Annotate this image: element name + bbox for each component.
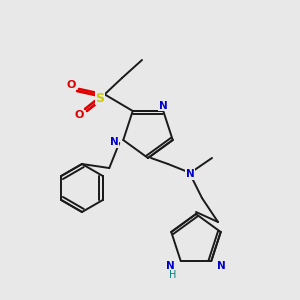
Text: O: O [74,110,84,120]
Text: N: N [217,261,226,271]
Text: N: N [159,101,168,111]
Text: H: H [169,270,176,280]
Text: N: N [110,137,118,147]
Text: N: N [166,261,175,271]
Text: O: O [66,80,76,90]
Text: N: N [186,169,194,179]
Text: S: S [95,92,104,104]
